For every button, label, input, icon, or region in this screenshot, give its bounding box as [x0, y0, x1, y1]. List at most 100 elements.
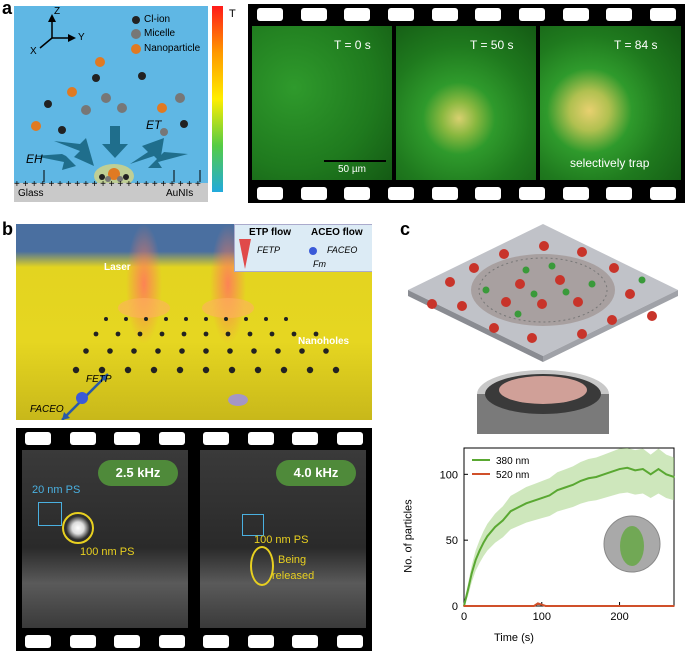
y-tick-label-0: 0 — [452, 601, 458, 613]
panel-a-filmstrip: T = 0 s 50 µm T = 50 s T = 84 s selectiv… — [248, 4, 685, 203]
series-0-point-6 — [486, 535, 489, 538]
series-1-point-4 — [540, 603, 543, 606]
series-0-point-13 — [540, 497, 543, 499]
y-axis-title: No. of particles — [402, 499, 415, 573]
field-eh-label: EH — [26, 152, 43, 166]
force-etp-label: FETP — [86, 374, 112, 385]
series-0-point-11 — [525, 502, 528, 505]
frame-t0: T = 0 s 50 µm — [252, 26, 392, 180]
temperature-colorbar — [212, 6, 223, 192]
series-0-point-19 — [587, 477, 590, 480]
frequency-badge-2p5khz: 2.5 kHz — [98, 460, 178, 486]
label-released: released — [272, 570, 315, 582]
series-380nm-band — [464, 448, 674, 606]
series-0-point-2 — [470, 572, 473, 574]
inset-particle-icon — [309, 247, 317, 255]
axis-z-label: Z — [54, 6, 61, 17]
particle-count-chart: 0 100 200 0 50 100 380 nm 520 nm — [440, 447, 675, 623]
series-0-point-7 — [494, 526, 496, 528]
series-0-point-10 — [517, 506, 520, 509]
x-axis-title: Time (s) — [494, 632, 534, 644]
series-0-point-28 — [657, 468, 660, 470]
series-0-point-15 — [556, 489, 559, 491]
series-1-point-1 — [502, 605, 504, 607]
series-1-point-6 — [579, 605, 582, 607]
panel-c-letter: c — [400, 219, 411, 239]
x-tick-label-0: 0 — [461, 611, 467, 623]
panel-b-filmstrip: 2.5 kHz 20 nm PS 100 nm PS 4.0 kHz 100 n… — [16, 428, 372, 651]
series-0-point-16 — [564, 486, 566, 489]
series-1-point-8 — [673, 605, 675, 607]
field-et-label: ET — [146, 118, 162, 132]
selectively-trap-label: selectively trap — [570, 156, 650, 170]
series-0-point-29 — [665, 473, 668, 476]
series-0-point-26 — [642, 468, 644, 470]
legend-micelle: Micelle — [144, 28, 176, 39]
frame-t0-label: T = 0 s — [334, 38, 371, 52]
x-tick-label-2: 200 — [610, 611, 628, 623]
flow-inset: ETP flow ACEO flow FETP FACEO Fm — [234, 224, 372, 272]
legend-label-1: 520 nm — [496, 470, 529, 481]
series-0-point-1 — [467, 589, 469, 591]
series-0-point-8 — [502, 519, 504, 522]
series-1-point-5 — [544, 605, 547, 607]
substrate-glass-label: Glass — [18, 188, 44, 199]
panel-a-letter: a — [2, 0, 13, 18]
scale-bar — [324, 160, 386, 162]
panel-b-schematic: Laser Nanoholes FETP FACEO ETP flow ACEO… — [16, 224, 372, 420]
series-0-point-4 — [478, 549, 481, 552]
inset-fm-label: Fm — [313, 259, 326, 269]
marker-20nm-box-2 — [242, 514, 264, 536]
series-0-point-5 — [482, 542, 485, 544]
frequency-badge-4p0khz: 4.0 kHz — [276, 460, 356, 486]
label-20nm-ps: 20 nm PS — [32, 484, 81, 496]
series-0-point-25 — [634, 469, 636, 472]
series-line-1 — [464, 602, 674, 607]
panel-a-schematic: + + + + + + + + + + + + + + + + + + + + … — [14, 6, 208, 202]
marker-100nm-ellipse — [250, 546, 274, 586]
inset-faceo-label: FACEO — [327, 245, 358, 255]
frame-t84-label: T = 84 s — [614, 38, 658, 52]
frame-4p0khz: 4.0 kHz 100 nm PS Being released — [200, 450, 366, 628]
frame-t50: T = 50 s — [396, 26, 536, 180]
marker-20nm-box — [38, 502, 62, 526]
svg-text:+ + + + + + + + + + + + + + +: + + + + + + + + + + + + + + + + + + + + … — [14, 179, 201, 190]
panel-c-3d-schematic — [408, 224, 678, 434]
panel-b-letter: b — [2, 219, 13, 239]
series-0-point-21 — [603, 473, 605, 476]
label-being: Being — [278, 554, 307, 566]
series-1-point-0 — [463, 605, 465, 607]
frame-2p5khz: 2.5 kHz 20 nm PS 100 nm PS — [22, 450, 188, 628]
force-aceo-label: FACEO — [30, 404, 64, 415]
frame-t84: T = 84 s selectively trap — [540, 26, 681, 180]
substrate-aunis-label: AuNIs — [166, 188, 194, 199]
series-0-point-27 — [649, 473, 652, 476]
axes-glyph: + + + + + + + + + + + + + + + + + + + + … — [14, 14, 208, 202]
series-0-point-30 — [673, 476, 675, 478]
axis-x-label: X — [30, 46, 37, 57]
inset-cluster — [620, 526, 644, 566]
panel-c-chart: 0 100 200 0 50 100 380 nm 520 nm Time (s) No. o… — [402, 440, 685, 651]
series-1-point-7 — [618, 605, 621, 607]
y-tick-label-1: 50 — [446, 535, 458, 547]
series-0-point-22 — [610, 470, 613, 473]
axis-y-label: Y — [78, 32, 85, 43]
frame-t50-label: T = 50 s — [470, 38, 514, 52]
label-100nm-ps: 100 nm PS — [80, 546, 135, 558]
series-0-point-18 — [579, 480, 582, 482]
laser-label: Laser — [104, 262, 131, 273]
y-tick-label-2: 100 — [440, 469, 458, 481]
series-1-point-2 — [533, 605, 535, 607]
scale-bar-label: 50 µm — [338, 164, 366, 175]
aceo-flow-label: ACEO flow — [311, 227, 363, 238]
inset-laser-icon — [239, 239, 251, 269]
legend-label-0: 380 nm — [496, 456, 529, 467]
x-tick-label-1: 100 — [533, 611, 551, 623]
nanoholes-label: Nanoholes — [298, 336, 350, 347]
series-0-point-3 — [474, 559, 477, 561]
series-0-point-20 — [595, 476, 598, 478]
colorbar-label: T — [229, 8, 236, 20]
series-0-point-14 — [548, 494, 551, 497]
series-0-point-17 — [572, 484, 574, 486]
series-0-point-9 — [509, 510, 512, 512]
